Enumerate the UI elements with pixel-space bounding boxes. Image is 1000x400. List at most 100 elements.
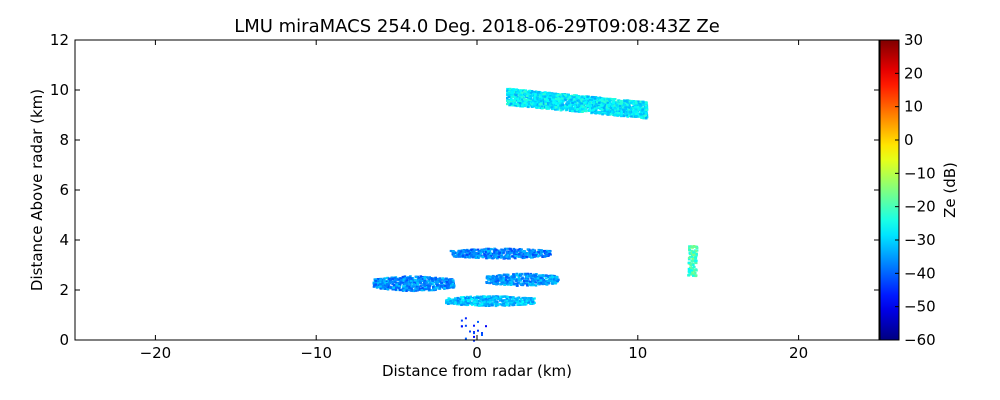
echo-pixel bbox=[512, 88, 515, 91]
echo-pixel bbox=[533, 98, 537, 101]
echo-pixel bbox=[605, 107, 609, 110]
echo-pixel bbox=[487, 247, 490, 250]
echo-pixel bbox=[615, 102, 619, 105]
echo-pixel bbox=[462, 249, 465, 252]
echo-pixel bbox=[559, 104, 562, 107]
echo-pixel bbox=[509, 92, 512, 95]
echo-pixel bbox=[568, 102, 571, 105]
echo-pixel bbox=[389, 286, 392, 289]
echo-pixel bbox=[530, 283, 534, 286]
echo-pixel bbox=[518, 248, 522, 251]
echo-pixel bbox=[590, 95, 594, 99]
echo-pixel bbox=[375, 286, 379, 289]
echo-pixel bbox=[512, 252, 516, 255]
echo-pixel bbox=[519, 282, 522, 285]
echo-pixel bbox=[476, 248, 480, 251]
echo-pixel bbox=[489, 252, 492, 255]
echo-pixel bbox=[570, 98, 573, 101]
echo-pixel bbox=[631, 100, 634, 103]
echo-pixel bbox=[456, 255, 459, 258]
echo-pixel bbox=[639, 105, 643, 108]
echo-pixel bbox=[515, 282, 518, 285]
echo-pixel bbox=[428, 288, 431, 291]
echo-pixel bbox=[512, 296, 515, 299]
echo-pixel bbox=[535, 95, 539, 98]
echo-pixel bbox=[525, 299, 529, 302]
echo-pixel bbox=[466, 298, 469, 302]
echo-pixel bbox=[533, 90, 537, 93]
echo-pixel bbox=[640, 116, 643, 119]
echo-pixel bbox=[552, 97, 555, 101]
echo-pixel bbox=[425, 288, 429, 291]
echo-pixel bbox=[405, 282, 409, 285]
echo-pixel bbox=[508, 104, 511, 107]
echo-pixel bbox=[458, 255, 461, 258]
echo-pixel bbox=[507, 91, 511, 95]
echo-pixel bbox=[506, 253, 510, 257]
echo-pixel bbox=[516, 103, 520, 106]
echo-pixel bbox=[603, 110, 607, 113]
echo-pixel bbox=[401, 287, 405, 290]
echo-pixel bbox=[594, 109, 597, 112]
echo-pixel bbox=[490, 304, 494, 307]
echo-pixel bbox=[517, 276, 521, 279]
echo-pixel bbox=[428, 284, 432, 287]
colorbar-tick-label: −60 bbox=[904, 331, 936, 349]
echo-low-layer-right bbox=[485, 272, 560, 287]
echo-pixel bbox=[523, 300, 527, 303]
echo-pixel bbox=[398, 283, 401, 286]
echo-pixel bbox=[423, 275, 427, 279]
colorbar: −60 −50 −40 −30 −20 −10 0 10 20 30 bbox=[879, 31, 936, 349]
echo-pixel bbox=[472, 255, 476, 258]
echo-pixel bbox=[620, 112, 623, 115]
echo-pixel bbox=[501, 300, 504, 303]
echo-pixel bbox=[546, 99, 550, 102]
echo-pixel bbox=[473, 301, 477, 304]
echo-pixel bbox=[516, 98, 520, 101]
echo-pixel bbox=[531, 280, 535, 283]
echo-pixel bbox=[526, 252, 529, 255]
echo-pixel bbox=[551, 280, 555, 283]
echo-pixel bbox=[503, 247, 507, 250]
x-tick-label: 10 bbox=[628, 344, 647, 362]
echo-pixel bbox=[478, 250, 482, 253]
echo-pixel bbox=[475, 296, 478, 299]
echo-pixel bbox=[461, 251, 464, 255]
echo-pixel bbox=[548, 92, 551, 95]
echo-pixel bbox=[688, 245, 691, 248]
echo-pixel bbox=[592, 96, 595, 99]
echo-pixel bbox=[420, 289, 424, 292]
echo-pixel bbox=[578, 96, 581, 99]
echo-pixel bbox=[494, 252, 498, 255]
echo-pixel bbox=[623, 100, 627, 103]
echo-pixel bbox=[694, 261, 698, 265]
echo-pixel bbox=[478, 296, 482, 299]
echo-pixel bbox=[535, 98, 539, 101]
echo-pixel bbox=[430, 289, 433, 292]
echo-pixel bbox=[509, 283, 513, 286]
echo-pixel bbox=[691, 266, 695, 269]
echo-pixel bbox=[379, 279, 382, 282]
echo-pixel bbox=[519, 93, 523, 96]
echo-pixel bbox=[383, 287, 387, 290]
echo-pixel bbox=[478, 254, 481, 257]
echo-pixel bbox=[560, 101, 564, 104]
echo-pixel bbox=[490, 302, 494, 305]
echo-pixel bbox=[403, 287, 407, 290]
echo-pixel bbox=[634, 113, 637, 116]
echo-pixel bbox=[487, 281, 490, 284]
echo-pixel bbox=[459, 255, 463, 258]
echo-pixel bbox=[571, 107, 575, 110]
echo-pixel bbox=[525, 279, 529, 283]
echo-pixel bbox=[612, 99, 616, 102]
echo-pixel bbox=[410, 277, 413, 280]
echo-pixel bbox=[481, 255, 485, 258]
echo-pixel bbox=[561, 93, 565, 96]
echo-pixel bbox=[584, 101, 587, 104]
echo-pixel bbox=[509, 102, 513, 105]
echo-pixel bbox=[620, 110, 623, 113]
echo-pixel bbox=[624, 107, 627, 111]
echo-pixel bbox=[637, 104, 641, 107]
echo-pixel bbox=[527, 94, 530, 97]
echo-pixel bbox=[416, 280, 419, 283]
